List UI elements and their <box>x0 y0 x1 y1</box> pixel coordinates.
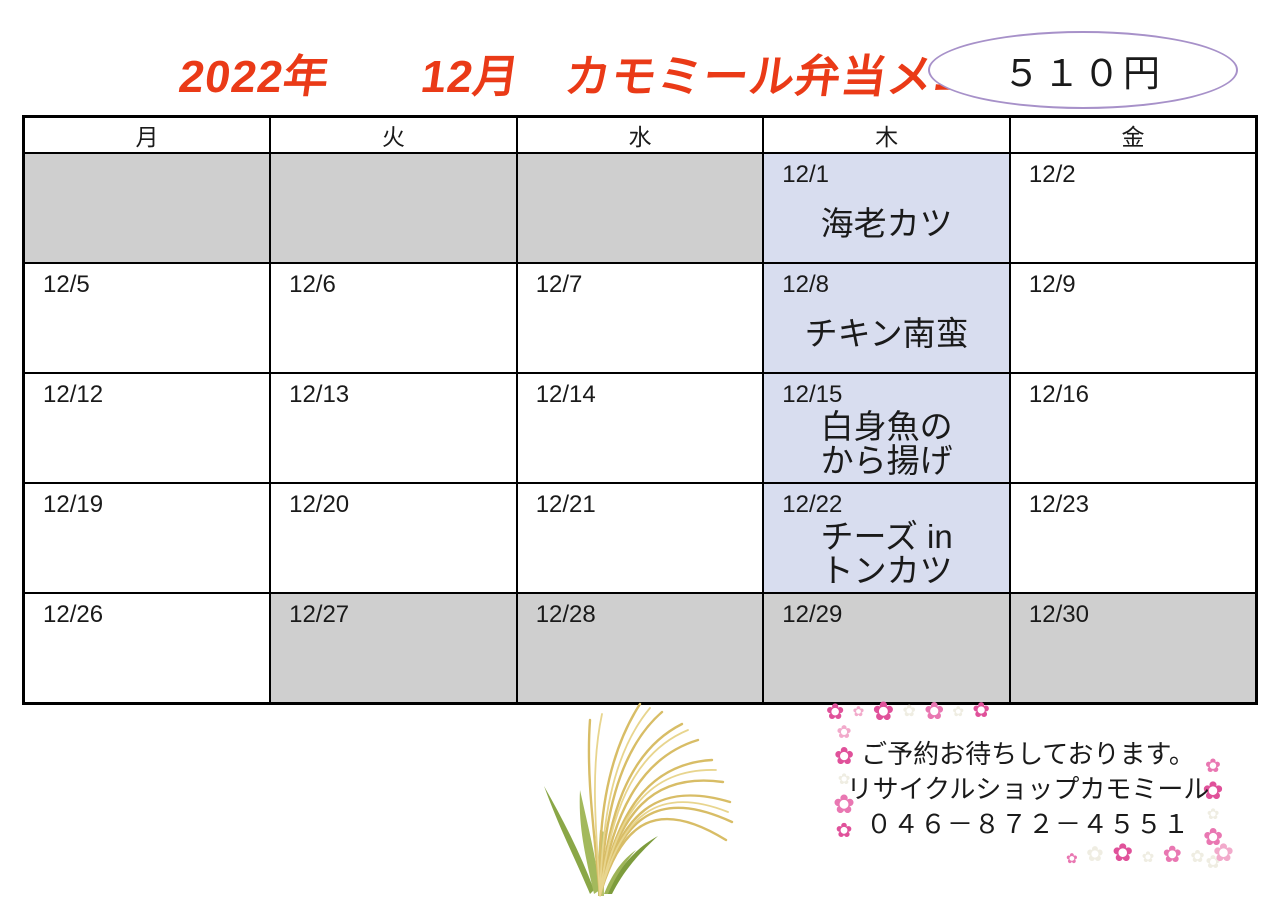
date-label: 12/21 <box>535 491 596 518</box>
calendar-cell: 12/22 チーズ in トンカツ <box>762 482 1011 594</box>
flower-icon: ✿ <box>1066 849 1078 866</box>
weekday-header-wed: 水 <box>515 115 765 154</box>
menu-item: チキン南蛮 <box>764 317 1009 351</box>
date-label: 12/15 <box>782 381 843 408</box>
weekday-row: 月 火 水 木 金 <box>22 115 1258 154</box>
weekday-header-tue: 火 <box>269 115 518 154</box>
flower-icon: ✿ <box>852 703 865 720</box>
flower-icon: ✿ <box>1162 840 1182 867</box>
menu-item: チーズ in トンカツ <box>764 520 1009 588</box>
date-label: 12/30 <box>1028 601 1089 628</box>
date-label: 12/12 <box>43 381 104 408</box>
date-label: 12/6 <box>289 271 336 298</box>
calendar-cell: 12/23 <box>1008 482 1258 594</box>
flower-icon: ✿ <box>1086 842 1104 866</box>
flower-icon: ✿ <box>952 703 965 720</box>
calendar-cell: 12/7 <box>515 262 765 374</box>
menu-item-line: から揚げ <box>820 442 953 479</box>
calendar-cell: 12/12 <box>22 372 272 484</box>
date-label: 12/23 <box>1028 491 1089 518</box>
weekday-header-fri: 金 <box>1008 115 1258 154</box>
flower-icon: ✿ <box>1205 851 1221 872</box>
calendar-cell: 12/13 <box>269 372 518 484</box>
flower-icon: ✿ <box>1190 847 1205 867</box>
calendar-cell <box>22 152 272 264</box>
menu-item-line: チーズ in <box>820 518 953 555</box>
date-label: 12/7 <box>535 271 583 298</box>
calendar-cell: 12/5 <box>22 262 272 374</box>
date-label: 12/2 <box>1028 161 1076 188</box>
calendar-row: 12/19 12/20 12/21 12/22 チーズ in トンカツ 12/23 <box>22 482 1258 594</box>
date-label: 12/9 <box>1028 271 1076 298</box>
calendar-cell: 12/21 <box>515 482 765 594</box>
calendar-cell: 12/9 <box>1008 262 1258 374</box>
calendar-row: 12/1 海老カツ 12/2 <box>22 152 1258 264</box>
date-label: 12/5 <box>43 271 90 298</box>
date-label: 12/19 <box>43 491 104 518</box>
date-label: 12/8 <box>782 271 829 298</box>
calendar-cell: 12/2 <box>1008 152 1258 264</box>
calendar-body: 12/1 海老カツ 12/2 12/5 12/6 12/7 12/8 チキン南蛮 12/9 12/… <box>22 152 1258 705</box>
calendar-cell: 12/16 <box>1008 372 1258 484</box>
calendar-cell: 12/6 <box>269 262 518 374</box>
date-label: 12/29 <box>782 601 843 628</box>
date-label: 12/28 <box>535 601 596 628</box>
price-badge: ５１０円 <box>928 31 1238 109</box>
calendar-cell: 12/15 白身魚の から揚げ <box>762 372 1011 484</box>
calendar-row: 12/12 12/13 12/14 12/15 白身魚の から揚げ 12/16 <box>22 372 1258 484</box>
date-label: 12/20 <box>289 491 350 518</box>
date-label: 12/16 <box>1028 381 1089 408</box>
menu-item: 海老カツ <box>764 207 1009 241</box>
calendar-cell: 12/29 <box>762 592 1011 705</box>
calendar-cell: 12/30 <box>1008 592 1258 705</box>
date-label: 12/22 <box>782 491 843 518</box>
reservation-message: ご予約お待ちしております。 <box>861 739 1195 769</box>
flower-icon: ✿ <box>1213 839 1234 867</box>
weekday-header-mon: 月 <box>22 115 272 154</box>
flower-border-bottom: ✿ ✿ ✿ ✿ ✿ ✿ ✿ <box>1066 839 1234 867</box>
menu-item-line: チキン南蛮 <box>804 315 969 352</box>
pampas-grass-illustration <box>544 702 734 897</box>
weekday-header-thu: 木 <box>762 115 1011 154</box>
contact-block: ご予約お待ちしております。 リサイクルショップカモミール ０４６－８７２－４５５… <box>842 737 1214 842</box>
date-label: 12/14 <box>535 381 596 408</box>
calendar-cell: 12/28 <box>515 592 765 705</box>
calendar-row: 12/26 12/27 12/28 12/29 12/30 <box>22 592 1258 705</box>
price-badge-label: ５１０円 <box>1003 53 1163 94</box>
calendar-cell: 12/20 <box>269 482 518 594</box>
phone-number: ０４６－８７２－４５５１ <box>865 809 1190 839</box>
calendar-cell <box>269 152 518 264</box>
menu-item-line: トンカツ <box>820 552 953 589</box>
shop-name: リサイクルショップカモミール <box>846 774 1210 804</box>
calendar-row: 12/5 12/6 12/7 12/8 チキン南蛮 12/9 <box>22 262 1258 374</box>
flower-icon: ✿ <box>972 699 990 723</box>
flower-icon: ✿ <box>902 702 916 720</box>
menu-item-line: 白身魚の <box>820 408 953 445</box>
menu-item-line: 海老カツ <box>820 205 953 242</box>
date-label: 12/1 <box>782 161 829 188</box>
calendar-cell <box>515 152 765 264</box>
calendar-cell: 12/8 チキン南蛮 <box>762 262 1011 374</box>
date-label: 12/27 <box>289 601 350 628</box>
calendar-header: 月 火 水 木 金 <box>22 115 1258 154</box>
bento-menu-calendar: 月 火 水 木 金 12/1 海老カツ 12/2 12/5 12/6 12/7 12/8 チキ… <box>22 115 1258 705</box>
flower-icon: ✿ <box>1112 839 1134 867</box>
calendar-cell: 12/1 海老カツ <box>762 152 1011 264</box>
calendar-cell: 12/27 <box>269 592 518 705</box>
menu-item: 白身魚の から揚げ <box>764 410 1009 478</box>
date-label: 12/13 <box>289 381 350 408</box>
flower-icon: ✿ <box>1141 849 1155 866</box>
calendar-cell: 12/19 <box>22 482 272 594</box>
calendar-cell: 12/26 <box>22 592 272 705</box>
date-label: 12/26 <box>43 601 104 628</box>
calendar-cell: 12/14 <box>515 372 765 484</box>
